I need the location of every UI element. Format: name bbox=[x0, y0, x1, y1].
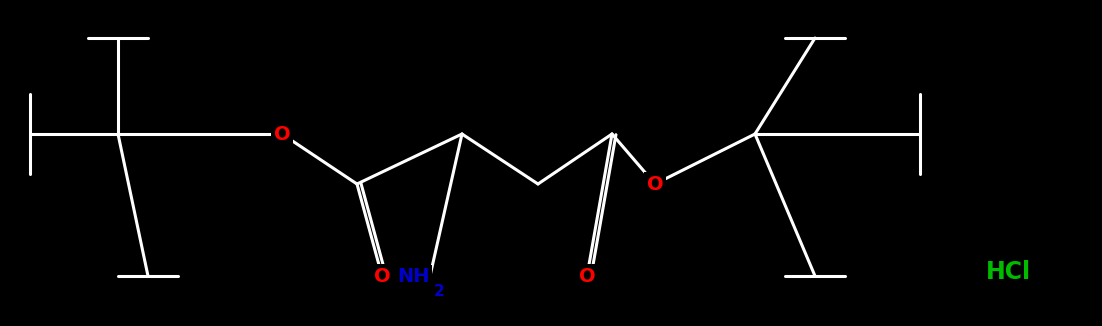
Text: HCl: HCl bbox=[985, 260, 1030, 284]
Text: O: O bbox=[374, 266, 390, 286]
Text: 2: 2 bbox=[434, 284, 445, 299]
Text: O: O bbox=[647, 174, 663, 194]
Text: O: O bbox=[273, 125, 290, 143]
Text: O: O bbox=[579, 266, 595, 286]
Text: NH: NH bbox=[398, 266, 430, 286]
